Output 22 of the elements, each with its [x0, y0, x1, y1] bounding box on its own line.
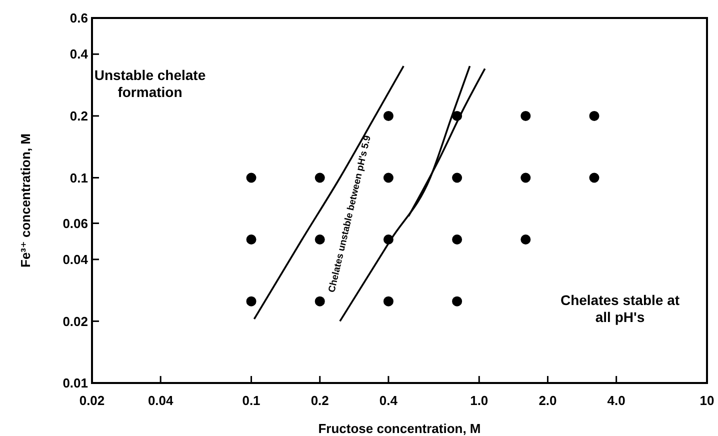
- x-tick-label: 1.0: [470, 393, 488, 408]
- y-tick-label: 0.02: [62, 314, 88, 329]
- x-tick-label: 4.0: [607, 393, 626, 408]
- y-tick-label: 0.4: [70, 46, 89, 62]
- y-axis-title: Fe³⁺ concentration, M: [18, 134, 33, 268]
- y-tick-label: 0.1: [70, 170, 88, 186]
- x-tick-label: 2.0: [538, 393, 557, 408]
- y-tick-label: 0.2: [70, 108, 88, 124]
- annotation: Chelates stable at all pH's: [560, 292, 680, 325]
- y-tick-label: 0.6: [70, 10, 88, 26]
- y-tick-label: 0.01: [62, 376, 88, 391]
- y-tick-label: 0.06: [62, 216, 88, 231]
- x-tick-label: 0.04: [148, 393, 174, 408]
- annotation: Chelates unstable between pH's 5.9: [326, 134, 374, 294]
- x-tick-label: 0.1: [242, 393, 260, 408]
- x-tick-label: 10: [700, 393, 714, 408]
- x-axis-title: Fructose concentration, M: [318, 421, 481, 436]
- y-tick-label: 0.04: [62, 252, 89, 267]
- annotation: Unstable chelate formation: [94, 67, 206, 100]
- x-tick-label: 0.02: [79, 393, 105, 408]
- x-tick-label: 0.4: [379, 393, 398, 408]
- x-tick-label: 0.2: [310, 393, 329, 408]
